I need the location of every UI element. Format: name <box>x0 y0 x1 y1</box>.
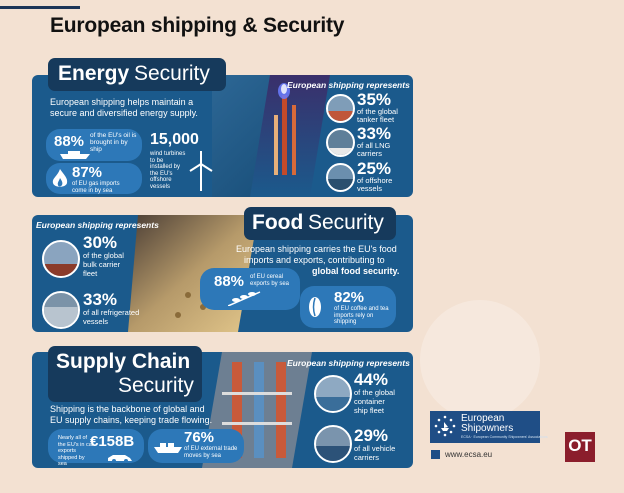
supply-heading-line2: Security <box>118 374 194 397</box>
bulk-carrier-icon <box>42 240 80 278</box>
car-icon <box>108 455 132 463</box>
supply-car-value: €158B <box>90 433 135 450</box>
food-item-value: 33% <box>83 290 118 309</box>
supply-trade-stat: 76% of EU external trade moves by sea <box>148 429 244 463</box>
website-link[interactable]: www.ecsa.eu <box>445 450 493 459</box>
supply-trade-text: of EU external trade moves by sea <box>184 446 238 459</box>
energy-item-text: of the global <box>357 107 398 116</box>
vehicle-carrier-icon <box>314 425 352 463</box>
decorative-circle <box>420 300 540 420</box>
supply-item-text: carriers <box>354 453 380 462</box>
food-item-text: vessels <box>83 317 109 326</box>
energy-wind-stat: 15,000 wind turbines to be installed by … <box>148 129 218 195</box>
food-cereal-text: of EU cereal exports by sea <box>250 274 290 287</box>
page-title: European shipping & Security <box>50 14 345 37</box>
wind-turbine-icon <box>189 151 213 191</box>
logo-line1: European <box>461 413 505 424</box>
energy-gas-value: 87% <box>72 164 103 181</box>
supply-item-value: 44% <box>354 370 389 389</box>
coffee-bean-icon <box>309 297 321 317</box>
supply-item-text: container <box>354 397 385 406</box>
eu-stars-icon <box>434 415 456 437</box>
energy-oil-value: 88% <box>54 133 85 150</box>
energy-wind-text: wind turbines to be installed by the EU'… <box>150 151 186 190</box>
food-cereal-stat: 88% of EU cereal exports by sea <box>200 268 300 310</box>
cargo-ship-icon <box>154 443 182 453</box>
supply-heading: Supply Chain Security <box>48 346 202 402</box>
title-accent-bar <box>0 6 80 9</box>
energy-item-text: of offshore <box>357 176 393 185</box>
supply-represents-label: European shipping represents <box>287 358 410 368</box>
food-item-text: bulk carrier <box>83 260 121 269</box>
food-heading-bold: Food <box>252 211 304 234</box>
energy-gas-stat: 87% of EU gas imports come in by sea <box>46 163 142 194</box>
refrigerated-vessel-icon <box>42 291 80 329</box>
energy-gas-text: of EU gas imports come in by sea <box>72 181 120 194</box>
supply-car-text: Nearly all of the EU's in car exports sh… <box>58 435 94 467</box>
supply-item-text: ship fleet <box>354 406 385 415</box>
ecsa-logo: European Shipowners ECSA · European Comm… <box>430 411 548 443</box>
food-cereal-value: 88% <box>214 273 245 290</box>
supply-item-value: 29% <box>354 426 389 445</box>
wheat-icon <box>228 291 261 306</box>
supply-trade-value: 76% <box>184 429 215 446</box>
container-ship-icon <box>314 375 352 413</box>
food-item-text: of all refrigerated <box>83 308 140 317</box>
food-item-text: fleet <box>83 269 98 278</box>
food-item-value: 30% <box>83 233 118 252</box>
energy-oil-text: of the EU's oil is brought in by ship <box>90 132 137 153</box>
energy-item-value: 35% <box>357 90 392 109</box>
ship-icon <box>60 151 90 159</box>
energy-heading-bold: Energy <box>58 62 130 85</box>
supply-item-text: of the global <box>354 388 395 397</box>
energy-intro-line1: European shipping helps maintain a <box>50 97 194 107</box>
lng-carrier-icon <box>326 128 355 157</box>
energy-heading-light: Security <box>134 62 210 85</box>
supply-heading-line1: Supply Chain <box>56 350 191 373</box>
supply-car-stat: Nearly all of the EU's in car exports sh… <box>48 429 144 467</box>
energy-oil-stat: 88% of the EU's oil is brought in by shi… <box>46 129 142 161</box>
logo-line2: Shipowners <box>461 423 514 434</box>
food-coffee-text: of EU coffee and tea imports rely on shi… <box>334 306 389 325</box>
energy-heading: Energy Security <box>48 58 226 91</box>
refinery-illustration <box>250 75 330 197</box>
food-intro-line2: imports and exports, contributing to <box>244 255 385 265</box>
food-item-text: of the global <box>83 251 124 260</box>
tanker-icon <box>326 94 355 123</box>
energy-item-value: 25% <box>357 159 392 178</box>
supply-item-text: of all vehicle <box>354 444 396 453</box>
website-square-icon <box>431 450 440 459</box>
food-intro-line3: global food security. <box>312 266 400 276</box>
food-intro-line1: European shipping carries the EU's food <box>236 244 397 254</box>
food-heading-light: Security <box>308 211 384 234</box>
ot-badge: OT <box>565 432 595 462</box>
food-represents-label: European shipping represents <box>36 220 159 230</box>
energy-item-text: vessels <box>357 184 383 193</box>
energy-intro-line2: secure and diversified energy supply. <box>50 108 198 118</box>
logo-tagline: ECSA · European Community Shipowners' As… <box>461 435 548 439</box>
supply-intro-line2: EU supply chains, keeping trade flowing. <box>50 415 213 425</box>
supply-intro-line1: Shipping is the backbone of global and <box>50 404 205 414</box>
flame-icon <box>52 169 68 187</box>
energy-wind-value: 15,000 <box>150 131 199 148</box>
offshore-vessel-icon <box>326 163 355 192</box>
energy-item-text: tanker fleet <box>357 115 395 124</box>
energy-item-text: of all LNG <box>357 141 391 150</box>
energy-represents-label: European shipping represents <box>287 80 410 90</box>
food-coffee-value: 82% <box>334 289 365 306</box>
food-coffee-stat: 82% of EU coffee and tea imports rely on… <box>300 286 396 328</box>
energy-item-text: carriers <box>357 149 383 158</box>
energy-item-value: 33% <box>357 124 392 143</box>
food-heading: Food Security <box>244 207 396 240</box>
